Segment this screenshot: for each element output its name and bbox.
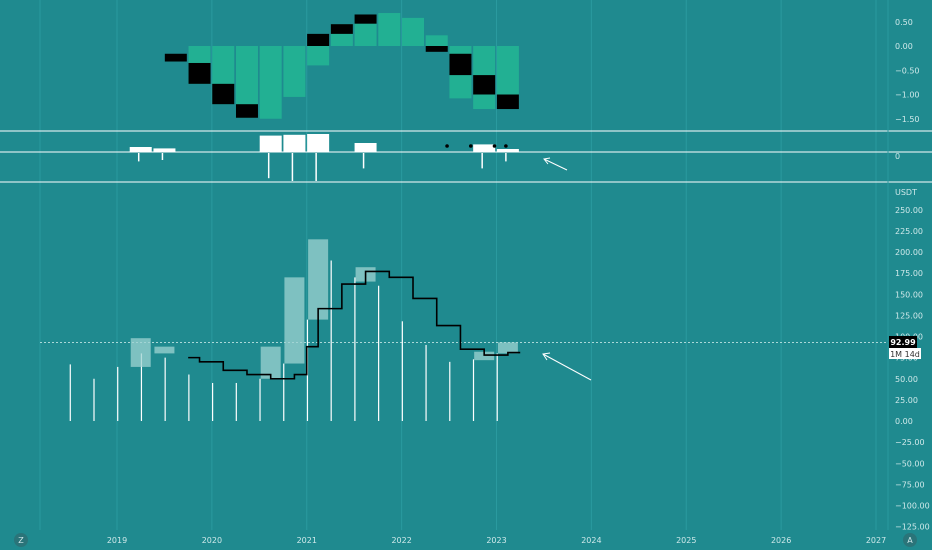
volume-up-bar: [473, 144, 496, 152]
auto-scale-circle: [903, 533, 917, 547]
x-tick-label: 2024: [581, 536, 601, 545]
oscillator-signal-bar: [212, 83, 235, 105]
oscillator-bar: [496, 46, 519, 110]
price-y-tick-label: 200.00: [895, 248, 923, 257]
volume-up-bar: [153, 148, 176, 152]
x-tick-label: 2021: [297, 536, 317, 545]
volume-y-tick-label: 0: [895, 152, 900, 161]
oscillator-bar: [378, 13, 401, 46]
price-y-tick-label: 25.00: [895, 396, 918, 405]
volume-up-bar: [354, 143, 377, 152]
oscillator-bar: [283, 46, 306, 97]
oscillator-signal-bar: [425, 46, 448, 52]
oscillator-y-tick-label: 0.00: [895, 42, 913, 51]
volume-up-bar: [259, 135, 282, 152]
volume-dot: [504, 144, 508, 148]
oscillator-signal-bar: [354, 14, 377, 24]
price-y-tick-label: −25.00: [895, 438, 925, 447]
price-y-tick-label: 50.00: [895, 375, 918, 384]
annotation-arrowhead-price: [542, 352, 551, 361]
volume-dot: [468, 144, 473, 148]
price-candle: [474, 351, 495, 361]
oscillator-bar: [307, 46, 330, 66]
oscillator-bar: [425, 35, 448, 46]
price-tag[interactable]: 92.99 1M 14d: [889, 336, 921, 359]
volume-dot: [492, 144, 497, 148]
goto-date-label: Z: [18, 536, 24, 545]
interval-tag-value: 1M 14d: [890, 350, 920, 359]
auto-scale-label: A: [907, 536, 913, 545]
x-tick-label: 2023: [486, 536, 506, 545]
x-tick-label: 2026: [771, 536, 791, 545]
price-candle: [308, 239, 329, 320]
price-candle: [154, 346, 175, 354]
volume-up-bar: [307, 134, 330, 152]
oscillator-signal-bar: [307, 33, 330, 46]
volume-up-bar: [283, 134, 306, 152]
price-y-tick-label: −50.00: [895, 459, 925, 468]
x-tick-label: 2020: [202, 536, 222, 545]
oscillator-y-tick-label: 0.50: [895, 18, 913, 27]
price-axis-unit: USDT: [895, 188, 917, 197]
price-y-tick-label: −100.00: [895, 502, 930, 511]
goto-date-circle: [14, 533, 28, 547]
oscillator-y-tick-label: −1.00: [895, 91, 920, 100]
annotation-arrow-price: [542, 353, 592, 381]
price-candle: [284, 277, 305, 364]
annotation-arrow-volume: [543, 158, 568, 171]
x-tick-label: 2027: [866, 536, 886, 545]
price-y-tick-label: 0.00: [895, 417, 913, 426]
price-y-tick-label: 175.00: [895, 269, 923, 278]
annotation-arrowhead-volume: [543, 157, 551, 165]
oscillator-pane: [164, 13, 519, 119]
goto-date-button[interactable]: Z: [14, 533, 28, 547]
oscillator-bar: [259, 46, 282, 119]
price-tag-box: [889, 336, 917, 348]
price-tag-value: 92.99: [890, 338, 916, 347]
price-y-tick-label: 225.00: [895, 227, 923, 236]
oscillator-signal-bar: [164, 53, 187, 62]
grid-lines: [39, 0, 877, 530]
price-step-line: [188, 270, 521, 380]
x-tick-label: 2025: [676, 536, 696, 545]
price-y-tick-label: 250.00: [895, 206, 923, 215]
x-tick-label: 2019: [107, 536, 127, 545]
oscillator-signal-bar: [496, 94, 519, 110]
price-y-tick-label: −125.00: [895, 523, 930, 532]
price-y-tick-label: 125.00: [895, 311, 923, 320]
oscillator-y-tick-label: −1.50: [895, 115, 920, 124]
price-y-tick-label: −75.00: [895, 480, 925, 489]
price-candle: [130, 338, 151, 367]
price-pane: [40, 239, 888, 421]
oscillator-signal-bar: [330, 24, 353, 34]
volume-dot: [445, 144, 449, 148]
oscillator-signal-bar: [188, 62, 211, 84]
auto-scale-button[interactable]: A: [903, 533, 917, 547]
volume-pane: [0, 130, 932, 183]
volume-up-bar: [496, 149, 519, 152]
price-candle: [260, 346, 281, 379]
oscillator-bar: [235, 46, 258, 118]
volume-up-bar: [129, 147, 152, 152]
interval-tag-box: [889, 348, 921, 359]
oscillator-y-tick-label: −0.50: [895, 66, 920, 75]
annotations: [542, 157, 592, 381]
oscillator-signal-bar: [473, 75, 496, 95]
x-tick-label: 2022: [391, 536, 411, 545]
oscillator-signal-bar: [449, 53, 472, 76]
price-candle: [497, 342, 518, 354]
price-y-tick-label: 150.00: [895, 290, 923, 299]
oscillator-signal-bar: [235, 104, 258, 118]
oscillator-bar: [402, 17, 425, 46]
